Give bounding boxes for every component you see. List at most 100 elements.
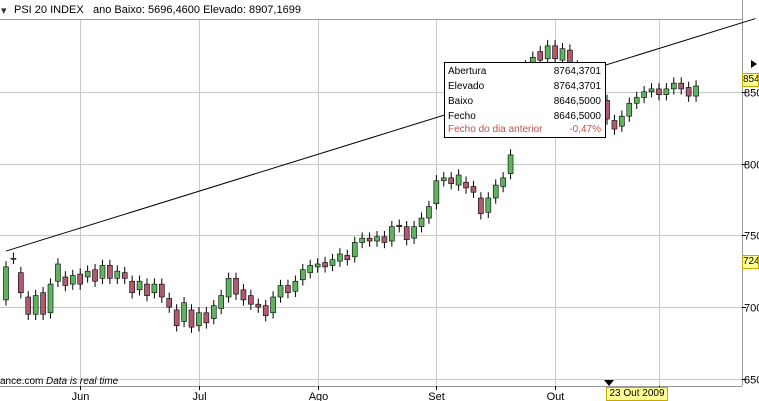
- candle[interactable]: [285, 279, 291, 299]
- candle[interactable]: [47, 278, 54, 319]
- candle[interactable]: [107, 259, 113, 285]
- candle[interactable]: [670, 77, 677, 95]
- candle[interactable]: [678, 77, 685, 95]
- candle[interactable]: [633, 91, 640, 109]
- candle[interactable]: [396, 219, 403, 233]
- candle[interactable]: [196, 307, 202, 332]
- candle[interactable]: [210, 299, 217, 325]
- candle-body: [107, 265, 113, 279]
- candle[interactable]: [307, 259, 314, 279]
- candle[interactable]: [188, 304, 195, 333]
- candle[interactable]: [10, 252, 17, 264]
- candle[interactable]: [129, 275, 135, 299]
- candle[interactable]: [663, 83, 670, 101]
- candle[interactable]: [626, 97, 633, 122]
- candle[interactable]: [292, 275, 299, 298]
- candle[interactable]: [685, 81, 692, 102]
- candle-body: [381, 236, 388, 243]
- candle[interactable]: [218, 289, 224, 315]
- candle[interactable]: [426, 200, 432, 224]
- candle[interactable]: [121, 266, 128, 285]
- candle[interactable]: [455, 169, 462, 191]
- candle[interactable]: [492, 179, 499, 204]
- candle[interactable]: [544, 40, 551, 65]
- candle-body: [656, 88, 662, 95]
- candle[interactable]: [619, 110, 625, 132]
- candle[interactable]: [144, 278, 150, 302]
- candle-body: [99, 265, 106, 279]
- candle[interactable]: [99, 259, 106, 285]
- candle[interactable]: [463, 176, 469, 194]
- candle[interactable]: [418, 212, 425, 233]
- candle[interactable]: [277, 279, 284, 303]
- candle[interactable]: [693, 80, 699, 102]
- candle[interactable]: [69, 269, 76, 290]
- candle[interactable]: [552, 40, 558, 65]
- candle[interactable]: [448, 172, 455, 190]
- candle[interactable]: [203, 307, 210, 329]
- candle-body: [448, 177, 455, 184]
- candle[interactable]: [389, 220, 395, 247]
- candle[interactable]: [344, 249, 351, 266]
- candle[interactable]: [166, 292, 173, 313]
- candle[interactable]: [337, 248, 343, 267]
- candle[interactable]: [485, 192, 492, 219]
- candle[interactable]: [611, 114, 618, 135]
- candle[interactable]: [233, 272, 239, 300]
- candle[interactable]: [470, 180, 477, 198]
- candle[interactable]: [322, 256, 328, 273]
- candle[interactable]: [366, 232, 373, 247]
- candle[interactable]: [270, 291, 276, 319]
- candle[interactable]: [374, 230, 380, 247]
- candle[interactable]: [329, 253, 336, 272]
- trendline[interactable]: [5, 18, 756, 252]
- candle[interactable]: [240, 284, 247, 306]
- candle-body: [255, 303, 262, 308]
- candle[interactable]: [507, 149, 514, 180]
- candle[interactable]: [62, 271, 69, 292]
- candle[interactable]: [478, 192, 484, 220]
- candle[interactable]: [92, 264, 98, 287]
- candle[interactable]: [136, 275, 143, 296]
- tooltip-row: Fecho 8646,5000: [448, 111, 601, 126]
- candle[interactable]: [151, 278, 158, 299]
- candle[interactable]: [262, 299, 269, 322]
- candle[interactable]: [3, 261, 9, 306]
- candle[interactable]: [440, 172, 447, 187]
- candle[interactable]: [173, 304, 180, 332]
- candle[interactable]: [299, 264, 306, 286]
- candle-body: [173, 309, 180, 327]
- candle[interactable]: [159, 278, 165, 303]
- candle-body: [285, 285, 291, 294]
- candle[interactable]: [55, 258, 61, 287]
- candle[interactable]: [314, 258, 321, 273]
- candle[interactable]: [359, 232, 365, 249]
- candle[interactable]: [18, 266, 24, 299]
- candle[interactable]: [32, 289, 39, 320]
- candle-body: [32, 295, 39, 315]
- candle[interactable]: [656, 83, 662, 101]
- candle[interactable]: [411, 220, 417, 244]
- candle-body: [455, 174, 462, 186]
- candle[interactable]: [641, 86, 647, 104]
- candle[interactable]: [84, 265, 91, 283]
- candle[interactable]: [248, 289, 254, 310]
- candle[interactable]: [77, 268, 83, 290]
- tooltip-label: Abertura: [448, 66, 487, 77]
- candle[interactable]: [351, 236, 358, 263]
- candle[interactable]: [225, 272, 232, 303]
- candle[interactable]: [25, 291, 32, 320]
- candle[interactable]: [500, 172, 506, 193]
- dropdown-arrow-icon[interactable]: ▾: [1, 5, 7, 17]
- candle[interactable]: [181, 297, 187, 328]
- candle-body: [552, 45, 558, 60]
- candle-body: [426, 206, 432, 219]
- candle[interactable]: [403, 220, 410, 246]
- candle[interactable]: [381, 230, 388, 249]
- candle[interactable]: [40, 286, 46, 320]
- candle[interactable]: [433, 175, 440, 210]
- candle[interactable]: [255, 298, 262, 313]
- candle[interactable]: [114, 265, 121, 285]
- candle[interactable]: [648, 83, 655, 98]
